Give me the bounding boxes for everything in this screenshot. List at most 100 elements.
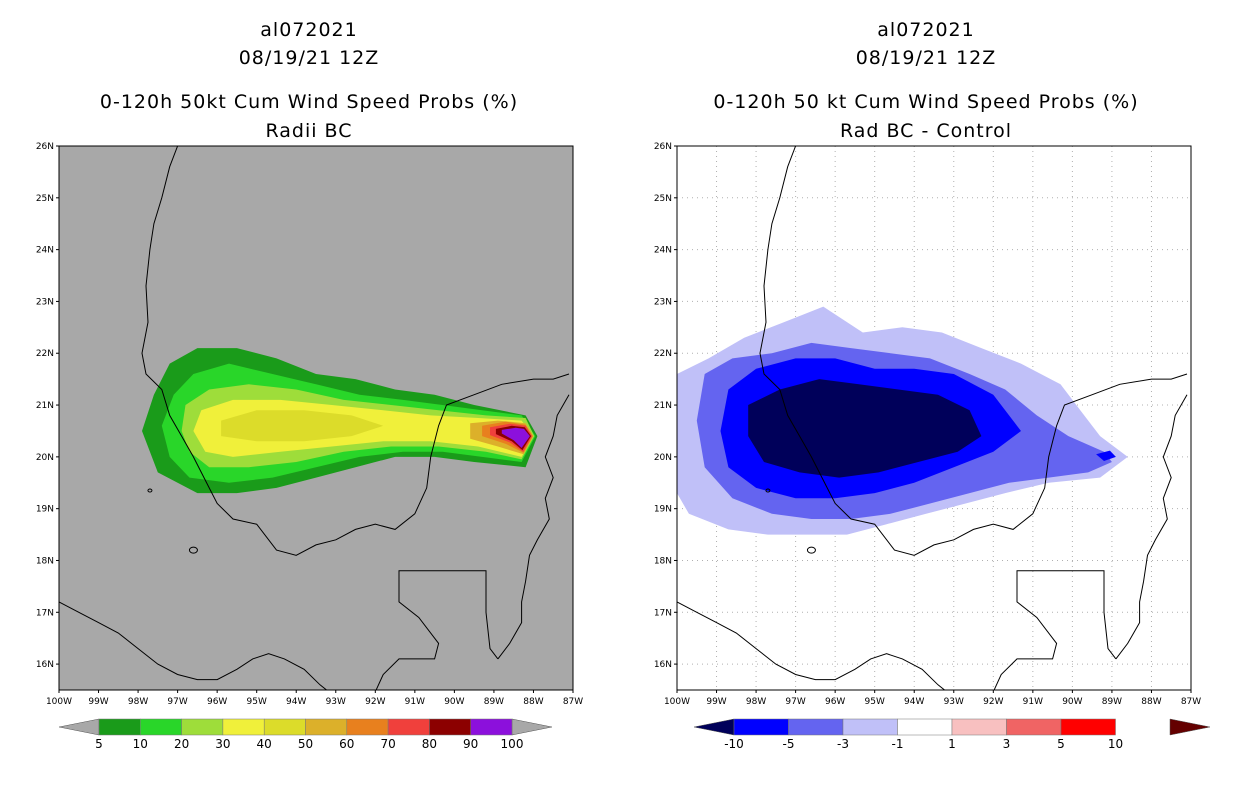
right-lon-tick-label: 98W [746, 697, 766, 707]
right-lat-tick-label: 19N [654, 505, 672, 515]
left-colorbar-swatch [222, 718, 265, 736]
left-yucatan-east [497, 394, 570, 660]
left-lon-tick-label: 96W [207, 697, 227, 707]
right-colorbar-arrow-high [1169, 718, 1211, 736]
left-lat-tick-label: 18N [36, 556, 54, 566]
right-lat-tick-label: 26N [654, 142, 672, 152]
right-island [806, 546, 816, 554]
right-map-panel: 16N 17N 18N 19N 20N 21N 22N 23N 24N 25N 26N 100W 99W… [654, 142, 1211, 751]
left-colorbar-label: 5 [95, 737, 103, 751]
left-lon-tick-label: 90W [444, 697, 464, 707]
right-coastline [759, 146, 1188, 556]
right-lon-tick-label: 97W [785, 697, 805, 707]
right-island [765, 488, 771, 493]
right-lon-tick-label: 92W [983, 697, 1003, 707]
right-contour-4 [1096, 450, 1116, 461]
right-colorbar-swatch [1060, 718, 1116, 736]
left-title-storm-id: al072021 [260, 19, 358, 41]
left-border-guatemala [375, 570, 499, 690]
right-border-guatemala [993, 570, 1117, 690]
left-title-date: 08/19/21 12Z [238, 47, 380, 69]
left-lon-tick-label: 95W [247, 697, 267, 707]
right-lon-tick-label: 95W [865, 697, 885, 707]
left-colorbar-label: 30 [215, 737, 230, 751]
left-lat-tick-label: 21N [36, 401, 54, 411]
right-lon-tick-label: 99W [706, 697, 726, 707]
left-lon-tick-label: 99W [88, 697, 108, 707]
left-colorbar-label: 50 [298, 737, 313, 751]
left-colorbar-label: 40 [257, 737, 272, 751]
right-lon-tick-label: 87W [1181, 697, 1201, 707]
right-colorbar-swatch [951, 718, 1007, 736]
left-colorbar-swatch [470, 718, 513, 736]
right-colorbar-label: 1 [948, 737, 956, 751]
right-colorbar-label: -3 [837, 737, 849, 751]
right-lat-tick-label: 17N [654, 608, 672, 618]
right-lat-tick-label: 21N [654, 401, 672, 411]
right-lon-tick-label: 89W [1102, 697, 1122, 707]
left-lon-tick-label: 97W [167, 697, 187, 707]
left-title-subtitle: Radii BC [265, 120, 353, 142]
right-colorbar-label: 10 [1108, 737, 1123, 751]
right-lat-tick-label: 25N [654, 194, 672, 204]
left-lat-tick-label: 19N [36, 505, 54, 515]
right-colorbar-swatch [1006, 718, 1062, 736]
right-colorbar-swatch [788, 718, 844, 736]
left-colorbar-swatch [429, 718, 471, 736]
left-lat-tick-label: 22N [36, 349, 54, 359]
right-colorbar-swatch [842, 718, 898, 736]
left-contour-9 [501, 427, 530, 448]
right-colorbar-label: 3 [1003, 737, 1011, 751]
right-lon-tick-label: 94W [904, 697, 924, 707]
left-coastline [141, 146, 570, 556]
right-lon-tick-label: 91W [1023, 697, 1043, 707]
right-plot-area [677, 146, 1191, 690]
left-colorbar-swatch [305, 718, 348, 736]
left-lon-tick-label: 98W [128, 697, 148, 707]
left-lat-tick-label: 26N [36, 142, 54, 152]
left-colorbar-label: 100 [501, 737, 524, 751]
right-lon-tick-label: 96W [825, 697, 845, 707]
right-contour-3 [748, 379, 982, 478]
right-pacific-coast [677, 601, 946, 690]
right-lon-tick-label: 93W [944, 697, 964, 707]
right-title-date: 08/19/21 12Z [855, 47, 997, 69]
right-colorbar-label: -5 [783, 737, 795, 751]
left-pacific-coast [59, 601, 328, 690]
right-title-product: 0-120h 50 kt Cum Wind Speed Probs (%) [713, 91, 1139, 113]
left-lon-tick-label: 89W [484, 697, 504, 707]
right-colorbar-swatch [897, 718, 953, 736]
right-lat-tick-label: 24N [654, 246, 672, 256]
left-colorbar-arrow-low [58, 718, 100, 736]
left-colorbar-swatch [387, 718, 430, 736]
left-colorbar-swatch [98, 718, 141, 736]
right-lat-tick-label: 16N [654, 660, 672, 670]
left-lon-tick-label: 91W [405, 697, 425, 707]
left-island [147, 488, 153, 493]
left-colorbar-label: 20 [174, 737, 189, 751]
right-colorbar-label: 5 [1057, 737, 1065, 751]
right-colorbar-label: -10 [724, 737, 744, 751]
right-colorbar-label: -1 [892, 737, 904, 751]
right-colorbar-swatch [733, 718, 789, 736]
right-lon-tick-label: 100W [664, 697, 690, 707]
left-colorbar-label: 10 [133, 737, 148, 751]
right-title-storm-id: al072021 [877, 19, 975, 41]
left-lon-tick-label: 92W [365, 697, 385, 707]
left-lon-tick-label: 87W [563, 697, 583, 707]
left-lat-tick-label: 20N [36, 453, 54, 463]
left-colorbar-swatch [140, 718, 182, 736]
left-contour-4 [221, 410, 384, 442]
left-plot-area [59, 146, 570, 690]
right-plot-frame [676, 145, 1192, 691]
left-lat-tick-label: 16N [36, 660, 54, 670]
right-title-subtitle: Rad BC - Control [839, 120, 1013, 142]
right-yucatan-east [1115, 394, 1188, 660]
left-lat-tick-label: 24N [36, 246, 54, 256]
left-lon-tick-label: 94W [286, 697, 306, 707]
left-colorbar-swatch [346, 718, 389, 736]
left-lon-tick-label: 93W [326, 697, 346, 707]
right-lat-tick-label: 20N [654, 453, 672, 463]
left-lon-tick-label: 100W [46, 697, 72, 707]
left-map-panel: 16N 17N 18N 19N 20N 21N 22N 23N 24N 25N 26N 100W 99W… [36, 142, 583, 751]
